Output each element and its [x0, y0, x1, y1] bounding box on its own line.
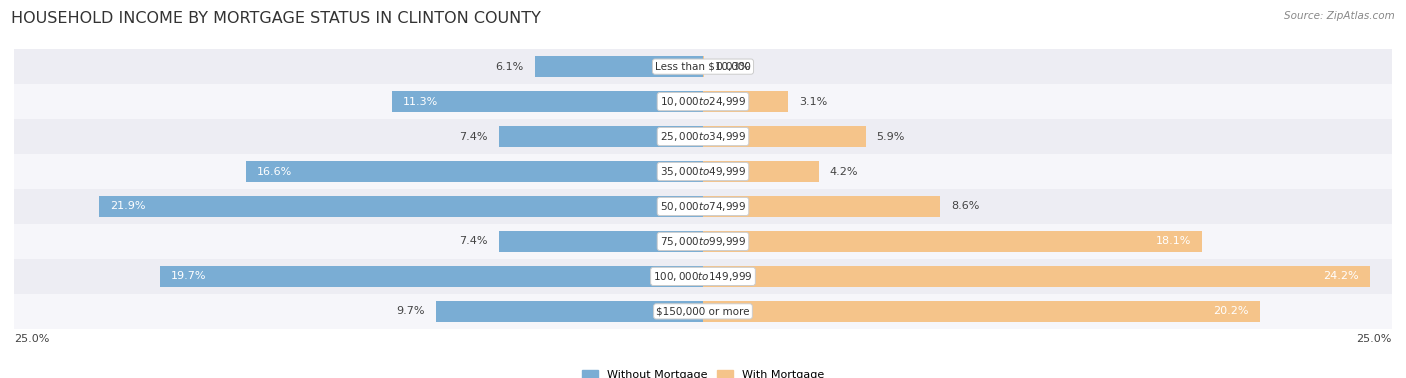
Text: 5.9%: 5.9% — [876, 132, 905, 141]
Text: $25,000 to $34,999: $25,000 to $34,999 — [659, 130, 747, 143]
Text: 9.7%: 9.7% — [396, 307, 425, 316]
Text: 19.7%: 19.7% — [172, 271, 207, 281]
Bar — [14, 119, 1392, 154]
Text: 6.1%: 6.1% — [496, 62, 524, 71]
Text: 21.9%: 21.9% — [111, 201, 146, 211]
Bar — [703, 91, 789, 112]
Bar — [14, 259, 1392, 294]
Bar — [14, 224, 1392, 259]
Text: 7.4%: 7.4% — [460, 237, 488, 246]
Text: 8.6%: 8.6% — [950, 201, 980, 211]
Bar — [246, 161, 703, 182]
Text: 24.2%: 24.2% — [1323, 271, 1358, 281]
Bar — [392, 91, 703, 112]
Text: $100,000 to $149,999: $100,000 to $149,999 — [654, 270, 752, 283]
Bar — [703, 301, 1260, 322]
Text: 7.4%: 7.4% — [460, 132, 488, 141]
Bar — [534, 56, 703, 77]
Bar — [703, 161, 818, 182]
Text: 18.1%: 18.1% — [1156, 237, 1191, 246]
Text: 20.2%: 20.2% — [1213, 307, 1249, 316]
Text: $150,000 or more: $150,000 or more — [657, 307, 749, 316]
Text: HOUSEHOLD INCOME BY MORTGAGE STATUS IN CLINTON COUNTY: HOUSEHOLD INCOME BY MORTGAGE STATUS IN C… — [11, 11, 541, 26]
Text: 4.2%: 4.2% — [830, 167, 858, 177]
Bar — [703, 231, 1202, 252]
Text: 3.1%: 3.1% — [800, 97, 828, 107]
Bar — [703, 126, 866, 147]
Text: $10,000 to $24,999: $10,000 to $24,999 — [659, 95, 747, 108]
Bar — [436, 301, 703, 322]
Text: Less than $10,000: Less than $10,000 — [655, 62, 751, 71]
Text: Source: ZipAtlas.com: Source: ZipAtlas.com — [1284, 11, 1395, 21]
Bar — [14, 189, 1392, 224]
Text: $35,000 to $49,999: $35,000 to $49,999 — [659, 165, 747, 178]
Bar — [499, 126, 703, 147]
Bar — [14, 294, 1392, 329]
Legend: Without Mortgage, With Mortgage: Without Mortgage, With Mortgage — [578, 365, 828, 378]
Bar — [703, 196, 941, 217]
Bar — [160, 266, 703, 287]
Text: $75,000 to $99,999: $75,000 to $99,999 — [659, 235, 747, 248]
Bar — [499, 231, 703, 252]
Bar — [14, 84, 1392, 119]
Bar — [703, 266, 1369, 287]
Bar — [14, 49, 1392, 84]
Text: 11.3%: 11.3% — [402, 97, 437, 107]
Text: $50,000 to $74,999: $50,000 to $74,999 — [659, 200, 747, 213]
Text: 16.6%: 16.6% — [256, 167, 292, 177]
Bar — [100, 196, 703, 217]
Text: 0.03%: 0.03% — [714, 62, 749, 71]
Text: 25.0%: 25.0% — [1357, 334, 1392, 344]
Bar — [14, 154, 1392, 189]
Text: 25.0%: 25.0% — [14, 334, 49, 344]
